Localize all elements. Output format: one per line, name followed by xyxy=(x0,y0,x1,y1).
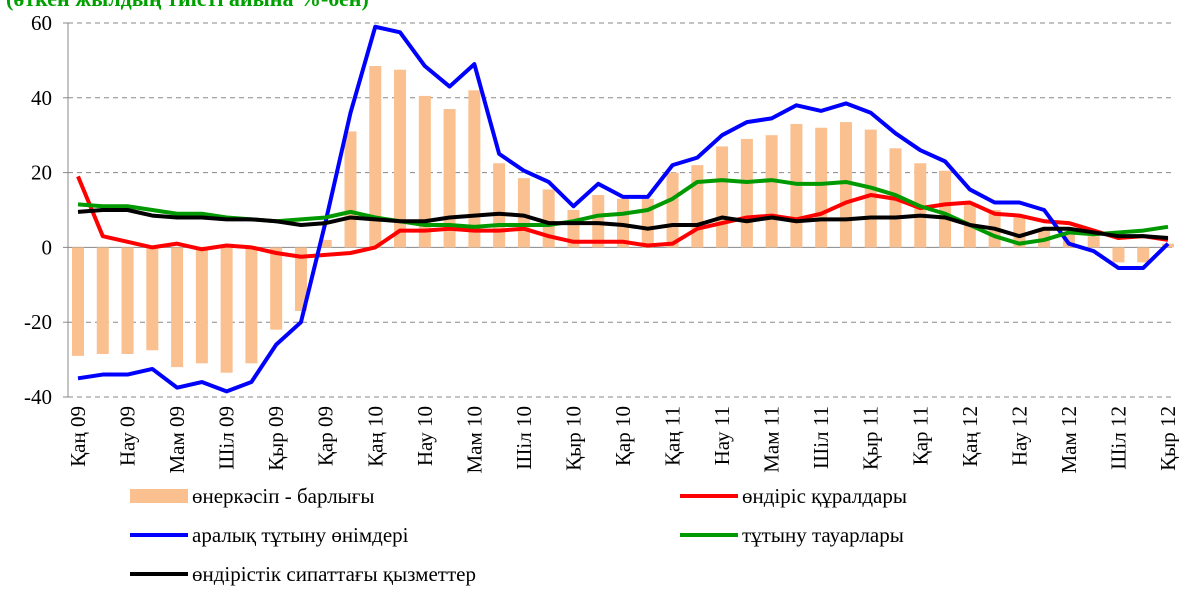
bar xyxy=(517,178,530,248)
x-tick-label: Қар 10 xyxy=(611,406,635,466)
bar xyxy=(666,172,679,248)
bar xyxy=(1112,247,1125,263)
x-tick-label: Шіл 10 xyxy=(512,406,536,470)
x-tick-label: Нау 10 xyxy=(413,406,437,466)
bar xyxy=(443,109,456,248)
bar xyxy=(1013,217,1026,248)
x-tick-label: Мам 12 xyxy=(1057,406,1081,474)
bar xyxy=(691,165,704,248)
x-tick-label: Қаң 12 xyxy=(958,406,982,467)
bar xyxy=(939,170,952,248)
bar xyxy=(121,247,134,354)
bar xyxy=(839,122,852,248)
y-tick-label: 40 xyxy=(31,86,52,110)
legend-label: аралық тұтыну өнімдері xyxy=(192,523,409,547)
y-tick-label: 0 xyxy=(42,235,53,259)
bar xyxy=(716,146,729,248)
x-tick-label: Мам 11 xyxy=(760,406,784,473)
x-tick-label: Нау 11 xyxy=(710,406,734,465)
bar xyxy=(344,131,357,248)
x-tick-label: Қар 09 xyxy=(314,406,338,466)
bar xyxy=(740,138,753,248)
bar xyxy=(270,247,283,330)
bar xyxy=(542,189,555,248)
legend-label: өндірістік сипаттағы қызметтер xyxy=(192,562,476,586)
bar xyxy=(146,247,159,351)
bar xyxy=(765,135,778,248)
bar xyxy=(815,127,828,248)
bar xyxy=(294,247,307,311)
y-tick-label: -40 xyxy=(24,385,52,409)
x-tick-label: Мам 10 xyxy=(462,406,486,474)
x-tick-label: Қар 11 xyxy=(908,406,932,465)
bar xyxy=(220,247,233,373)
legend-label: өнеркәсіп - барлығы xyxy=(192,484,375,508)
bar xyxy=(195,247,208,364)
y-tick-label: -20 xyxy=(24,310,52,334)
line xyxy=(77,208,1169,241)
x-tick-label: Қыр 10 xyxy=(561,406,585,471)
legend-swatch xyxy=(130,489,188,503)
x-tick-label: Қаң 10 xyxy=(363,406,387,467)
x-tick-label: Шіл 11 xyxy=(809,406,833,469)
bar xyxy=(319,239,332,248)
bar xyxy=(1137,247,1150,263)
bar xyxy=(468,90,481,248)
bar xyxy=(171,247,184,368)
x-tick-label: Қаң 09 xyxy=(66,406,90,467)
x-tick-label: Қыр 11 xyxy=(859,406,883,470)
legend-label: тұтыну тауарлары xyxy=(742,523,904,547)
line xyxy=(76,175,1169,259)
bar xyxy=(369,66,382,248)
x-tick-label: Нау 09 xyxy=(116,406,140,466)
line xyxy=(77,24,1170,394)
bar xyxy=(493,163,506,248)
legend-label: өндіріс құралдары xyxy=(742,484,907,508)
bar xyxy=(72,247,84,356)
x-tick-label: Нау 12 xyxy=(1007,406,1031,466)
bar xyxy=(96,247,109,354)
x-tick-label: Шіл 09 xyxy=(215,406,239,470)
bar xyxy=(245,247,258,364)
x-tick-label: Шіл 12 xyxy=(1106,406,1130,470)
x-tick-label: Қыр 12 xyxy=(1156,406,1179,471)
y-tick-label: 20 xyxy=(31,161,52,185)
subtitle: (өткен жылдың тиісті айына %-бен) xyxy=(6,0,369,11)
y-tick-label: 60 xyxy=(31,11,52,35)
bar xyxy=(418,95,431,248)
x-tick-label: Қаң 11 xyxy=(661,406,685,466)
bar xyxy=(1087,236,1100,248)
x-tick-label: Мам 09 xyxy=(165,406,189,474)
bar xyxy=(394,69,407,248)
x-tick-label: Қыр 09 xyxy=(264,406,288,471)
